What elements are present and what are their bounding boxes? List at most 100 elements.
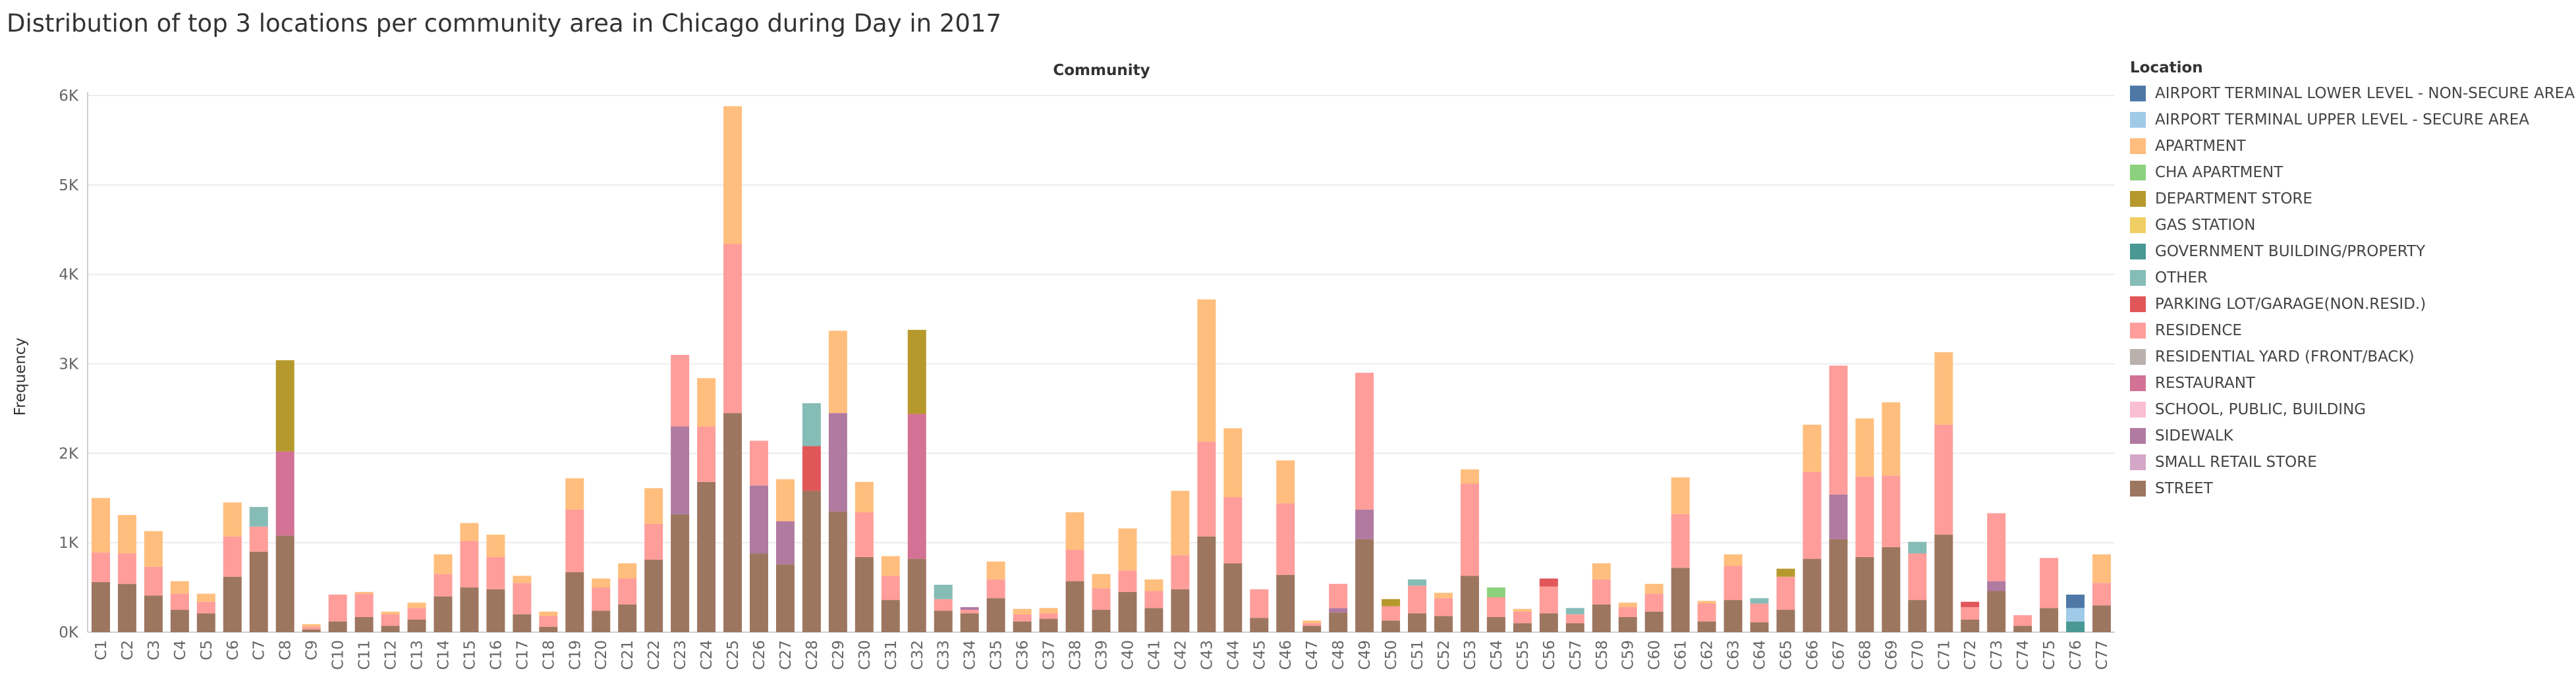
bar-segment[interactable] (1223, 497, 1243, 564)
bar-segment[interactable] (1961, 619, 1980, 632)
bar-segment[interactable] (1855, 418, 1874, 477)
bar-segment[interactable] (275, 360, 294, 452)
legend-item[interactable]: STREET (2130, 475, 2571, 502)
bar-segment[interactable] (828, 331, 847, 414)
bar-segment[interactable] (1408, 613, 1427, 632)
legend-item[interactable]: OTHER (2130, 265, 2571, 291)
bar-segment[interactable] (697, 426, 716, 482)
bar-segment[interactable] (1618, 603, 1637, 607)
bar-segment[interactable] (802, 446, 821, 491)
bar-segment[interactable] (1592, 563, 1611, 579)
bar-segment[interactable] (91, 498, 110, 553)
bar-segment[interactable] (2066, 621, 2085, 632)
bar-segment[interactable] (1803, 471, 1822, 559)
bar-segment[interactable] (1882, 475, 1901, 547)
bar-segment[interactable] (1092, 588, 1111, 610)
bar-segment[interactable] (775, 479, 795, 522)
bar-segment[interactable] (196, 601, 215, 614)
bar-segment[interactable] (407, 608, 426, 620)
bar-segment[interactable] (671, 514, 690, 632)
bar-segment[interactable] (1539, 578, 1558, 587)
bar-segment[interactable] (144, 595, 163, 632)
bar-segment[interactable] (1223, 428, 1243, 497)
bar-segment[interactable] (1776, 576, 1795, 610)
bar-segment[interactable] (1829, 365, 1848, 495)
bar-segment[interactable] (1908, 600, 1927, 632)
bar-segment[interactable] (1065, 581, 1084, 632)
legend-item[interactable]: APARTMENT (2130, 133, 2571, 159)
bar-segment[interactable] (1171, 555, 1190, 589)
bar-segment[interactable] (1144, 579, 1163, 591)
bar-segment[interactable] (2066, 608, 2085, 622)
bar-segment[interactable] (170, 610, 189, 632)
bar-segment[interactable] (2092, 554, 2112, 583)
bar-segment[interactable] (1460, 576, 1479, 632)
bar-segment[interactable] (1223, 563, 1243, 632)
bar-segment[interactable] (1829, 494, 1848, 539)
bar-segment[interactable] (2066, 594, 2085, 608)
bar-segment[interactable] (2092, 605, 2112, 632)
bar-segment[interactable] (828, 511, 847, 632)
bar-segment[interactable] (934, 599, 953, 611)
bar-segment[interactable] (986, 579, 1005, 599)
bar-segment[interactable] (1039, 613, 1058, 619)
bar-segment[interactable] (1750, 598, 1769, 604)
bar-segment[interactable] (697, 378, 716, 427)
bar-segment[interactable] (486, 534, 505, 557)
bar-segment[interactable] (275, 535, 294, 632)
bar-segment[interactable] (1750, 622, 1769, 632)
bar-segment[interactable] (223, 502, 242, 537)
bar-segment[interactable] (1644, 611, 1664, 632)
bar-segment[interactable] (539, 626, 558, 632)
bar-segment[interactable] (539, 616, 558, 627)
bar-segment[interactable] (328, 594, 347, 622)
bar-segment[interactable] (460, 587, 479, 632)
bar-segment[interactable] (1460, 469, 1479, 484)
bar-segment[interactable] (750, 441, 768, 486)
legend-item[interactable]: RESIDENCE (2130, 317, 2571, 344)
bar-segment[interactable] (1618, 606, 1637, 617)
bar-segment[interactable] (1486, 587, 1505, 598)
bar-segment[interactable] (986, 598, 1005, 632)
bar-segment[interactable] (1908, 541, 1927, 554)
bar-segment[interactable] (434, 596, 453, 632)
bar-segment[interactable] (1355, 373, 1374, 510)
bar-segment[interactable] (1329, 583, 1348, 608)
bar-segment[interactable] (1250, 589, 1269, 618)
bar-segment[interactable] (1644, 583, 1664, 594)
bar-segment[interactable] (1934, 352, 1953, 425)
bar-segment[interactable] (960, 606, 979, 610)
bar-segment[interactable] (302, 624, 321, 627)
bar-segment[interactable] (775, 521, 795, 564)
bar-segment[interactable] (618, 578, 637, 605)
bar-segment[interactable] (1723, 600, 1743, 632)
bar-segment[interactable] (960, 610, 979, 614)
bar-segment[interactable] (1803, 424, 1822, 472)
bar-segment[interactable] (1118, 528, 1137, 571)
bar-segment[interactable] (854, 512, 874, 557)
bar-segment[interactable] (249, 506, 268, 527)
bar-segment[interactable] (1513, 623, 1532, 632)
legend-item[interactable]: AIRPORT TERMINAL UPPER LEVEL - SECURE AR… (2130, 107, 2571, 133)
bar-segment[interactable] (1565, 623, 1584, 632)
bar-segment[interactable] (1197, 299, 1216, 442)
bar-segment[interactable] (354, 616, 374, 632)
bar-segment[interactable] (1987, 591, 2006, 632)
bar-segment[interactable] (565, 572, 584, 632)
legend-item[interactable]: SIDEWALK (2130, 423, 2571, 449)
bar-segment[interactable] (802, 403, 821, 446)
bar-segment[interactable] (2040, 558, 2059, 608)
bar-segment[interactable] (1329, 612, 1348, 632)
bar-segment[interactable] (1644, 593, 1664, 612)
bar-segment[interactable] (934, 585, 953, 599)
bar-segment[interactable] (1355, 509, 1374, 539)
bar-segment[interactable] (1013, 608, 1032, 614)
bar-segment[interactable] (854, 556, 874, 632)
bar-segment[interactable] (907, 329, 926, 414)
bar-segment[interactable] (460, 541, 479, 588)
bar-segment[interactable] (223, 536, 242, 577)
bar-segment[interactable] (354, 591, 374, 594)
bar-segment[interactable] (302, 626, 321, 630)
bar-segment[interactable] (644, 524, 663, 560)
bar-segment[interactable] (1329, 608, 1348, 613)
